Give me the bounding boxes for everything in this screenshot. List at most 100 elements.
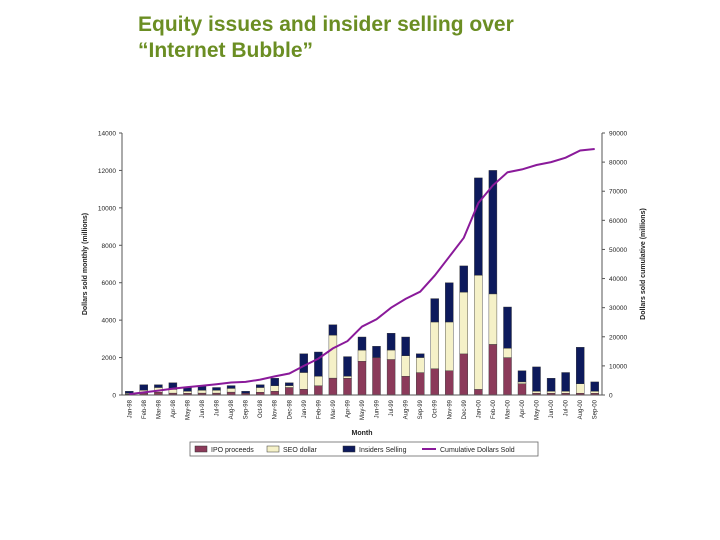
seo-bar-segment — [488, 293, 498, 345]
seo-bar-segment — [226, 388, 236, 393]
right-tick-label: 90000 — [609, 131, 627, 138]
ipo-bar-segment — [343, 378, 352, 396]
ipo-bar-segment — [488, 344, 498, 396]
x-tick-label: Apr-00 — [520, 399, 526, 418]
insider-bar-segment — [590, 381, 599, 392]
x-tick-label: Nov-98 — [273, 399, 279, 419]
seo-bar-segment — [401, 355, 410, 377]
ipo-bar-segment — [474, 389, 483, 396]
x-tick-label: Dec-99 — [462, 399, 468, 419]
right-tick-label: 70000 — [609, 189, 627, 196]
seo-bar-segment — [183, 391, 192, 394]
legend: IPO proceeds SEO dollar Insiders Selling Cu… — [189, 441, 539, 457]
insider-bar-segment — [357, 336, 367, 351]
x-tick-label: Feb-99 — [316, 399, 322, 419]
ipo-bar-segment — [270, 391, 279, 396]
ipo-bar-segment — [314, 385, 323, 396]
right-tick-label: 40000 — [609, 276, 627, 283]
insider-bar-segment — [270, 378, 279, 386]
insider-bar-segment — [139, 384, 149, 391]
right-tick-label: 30000 — [609, 305, 627, 312]
seo-bar-segment — [328, 334, 338, 379]
x-tick-label: Sep-00 — [593, 399, 599, 419]
insider-bar-segment — [459, 265, 468, 293]
seo-bar-segment — [314, 376, 323, 386]
right-tick-label: 10000 — [609, 363, 627, 370]
seo-bar-segment — [416, 357, 425, 373]
x-tick-label: Feb-98 — [142, 399, 148, 419]
y-axis-title-left: Dollars sold monthly (millions) — [82, 213, 89, 315]
seo-bar-segment — [474, 275, 483, 390]
left-tick-label: 12000 — [98, 168, 116, 175]
x-tick-label: Jul-00 — [564, 399, 570, 416]
insider-bar-segment — [561, 372, 570, 392]
left-tick-label: 14000 — [98, 131, 116, 138]
x-tick-label: Jun-99 — [375, 399, 381, 418]
insider-bar-segment — [212, 387, 221, 391]
insider-bar-segment — [154, 384, 163, 388]
seo-bar-segment — [561, 391, 570, 394]
insider-bar-segment — [299, 353, 308, 373]
seo-bar-segment — [445, 321, 454, 371]
insider-bar-segment — [314, 351, 323, 377]
x-tick-label: Jan-99 — [302, 399, 308, 418]
x-tick-label: Sep-99 — [418, 399, 424, 419]
seo-bar-segment — [546, 391, 556, 394]
insider-bar-segment — [546, 378, 556, 392]
left-tick-label: 10000 — [98, 205, 116, 212]
insider-bar-segment — [226, 385, 236, 389]
insider-bar-segment — [474, 177, 483, 276]
seo-bar-segment — [270, 385, 279, 392]
left-tick-label: 6000 — [102, 280, 117, 287]
insider-bar-segment — [416, 353, 425, 358]
legend-ipo-label: IPO proceeds — [211, 447, 254, 454]
x-tick-label: Jun-98 — [200, 399, 206, 418]
x-tick-label: Jan-00 — [476, 399, 482, 418]
seo-bar-segment — [357, 349, 367, 362]
x-axis-title: Month — [352, 430, 373, 437]
seo-bar-segment — [256, 387, 265, 393]
insider-bar-segment — [445, 282, 454, 323]
insider-bar-segment — [372, 346, 381, 358]
insider-bar-segment — [343, 356, 352, 377]
seo-bar-segment — [197, 390, 207, 394]
x-tick-label: Jul-99 — [389, 399, 395, 416]
seo-bar-segment — [343, 376, 352, 379]
seo-bar-segment — [576, 383, 585, 394]
ipo-bar-segment — [459, 353, 468, 396]
seo-bar-segment — [517, 381, 527, 384]
left-tick-label: 4000 — [102, 318, 117, 325]
x-tick-label: Aug-99 — [404, 399, 410, 419]
left-tick-label: 8000 — [102, 243, 117, 250]
right-tick-label: 20000 — [609, 334, 627, 341]
insider-bar-segment — [256, 384, 265, 388]
x-tick-label: Jun-00 — [549, 399, 555, 418]
ipo-bar-segment — [445, 370, 454, 396]
ipo-bar-segment — [401, 376, 410, 396]
bar-layer — [125, 170, 599, 396]
legend-seo-label: SEO dollar — [283, 447, 318, 454]
x-tick-label: Apr-98 — [171, 399, 177, 418]
insider-bar-segment — [532, 366, 541, 392]
seo-bar-segment — [285, 385, 294, 388]
ipo-bar-segment — [299, 389, 308, 396]
legend-insider-swatch — [342, 445, 356, 453]
ipo-bar-segment — [357, 361, 367, 396]
cumulative-line — [129, 148, 595, 396]
insider-bar-segment — [401, 336, 410, 356]
seo-bar-segment — [212, 390, 221, 394]
legend-seo-swatch — [266, 445, 280, 453]
right-tick-label: 60000 — [609, 218, 627, 225]
seo-bar-segment — [532, 391, 541, 394]
x-tick-label: Aug-00 — [578, 399, 584, 419]
slide-title-line-2: “Internet Bubble” — [138, 39, 314, 62]
ipo-bar-segment — [416, 372, 425, 396]
x-tick-label: May-00 — [535, 399, 541, 420]
slide-title-line-1: Equity issues and insider selling over — [138, 13, 514, 36]
x-tick-label: Oct-99 — [433, 399, 439, 418]
x-tick-label: Feb-00 — [491, 399, 497, 419]
insider-bar-segment — [430, 298, 439, 323]
x-tick-label: Aug-98 — [229, 399, 235, 419]
legend-insider-label: Insiders Selling — [359, 447, 407, 454]
x-tick-label: Jan-98 — [127, 399, 133, 418]
